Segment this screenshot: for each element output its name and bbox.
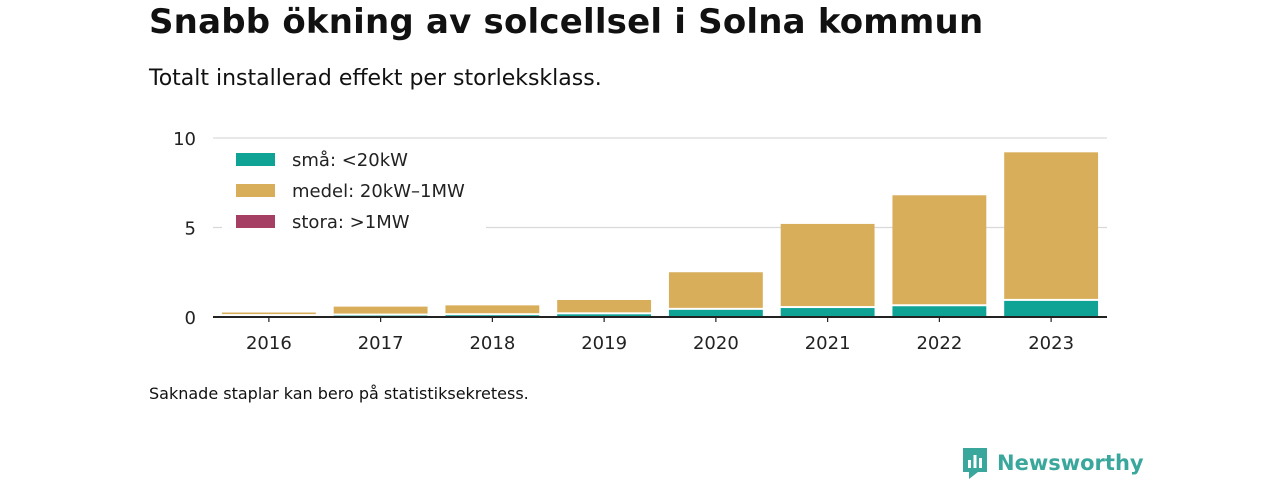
bar-segment bbox=[1004, 152, 1099, 299]
x-tick-label: 2017 bbox=[358, 333, 404, 354]
bar-segment bbox=[780, 223, 875, 307]
bar-segment bbox=[892, 306, 987, 317]
bar-segment bbox=[1004, 300, 1099, 317]
bar-segment bbox=[668, 272, 763, 308]
chart-subtitle: Totalt installerad effekt per storlekskl… bbox=[149, 66, 602, 91]
bar-segment bbox=[668, 309, 763, 317]
legend: små: <20kW medel: 20kW–1MW stora: >1MW bbox=[222, 144, 486, 234]
brand-logo[interactable]: Newsworthy bbox=[961, 446, 1144, 480]
y-tick-label: 5 bbox=[185, 219, 196, 240]
x-tick-label: 2020 bbox=[693, 333, 739, 354]
x-tick-label: 2022 bbox=[916, 333, 962, 354]
x-tick-label: 2018 bbox=[469, 333, 515, 354]
bar-segment bbox=[445, 305, 540, 314]
bar-segment bbox=[557, 299, 652, 313]
stacked-bar-chart: 0 5 10 2016 2017 2018 2019 2020 2021 2022 2023 sm… bbox=[173, 129, 1107, 354]
legend-label: små: <20kW bbox=[292, 150, 408, 171]
x-tick-label: 2016 bbox=[246, 333, 292, 354]
legend-label: medel: 20kW–1MW bbox=[292, 181, 465, 202]
bar-segment bbox=[333, 306, 428, 314]
bar-segment bbox=[557, 314, 652, 317]
legend-swatch bbox=[236, 184, 275, 197]
newsworthy-logo-icon bbox=[963, 448, 987, 479]
bars bbox=[213, 152, 1107, 318]
y-tick-label: 0 bbox=[185, 308, 196, 329]
x-tick-label: 2023 bbox=[1028, 333, 1074, 354]
footnote: Saknade staplar kan bero på statistiksek… bbox=[149, 384, 529, 403]
y-tick-label: 10 bbox=[173, 129, 196, 150]
bar-segment bbox=[780, 308, 875, 317]
x-tick-label: 2021 bbox=[805, 333, 851, 354]
bar-segment bbox=[221, 312, 316, 315]
legend-label: stora: >1MW bbox=[292, 212, 410, 233]
chart-title: Snabb ökning av solcellsel i Solna kommu… bbox=[149, 2, 984, 42]
brand-name: Newsworthy bbox=[997, 451, 1144, 475]
x-axis-ticks: 2016 2017 2018 2019 2020 2021 2022 2023 bbox=[246, 317, 1074, 354]
y-axis-ticks: 0 5 10 bbox=[173, 129, 196, 329]
legend-swatch bbox=[236, 215, 275, 228]
legend-swatch bbox=[236, 153, 275, 166]
x-tick-label: 2019 bbox=[581, 333, 627, 354]
bar-segment bbox=[892, 195, 987, 305]
